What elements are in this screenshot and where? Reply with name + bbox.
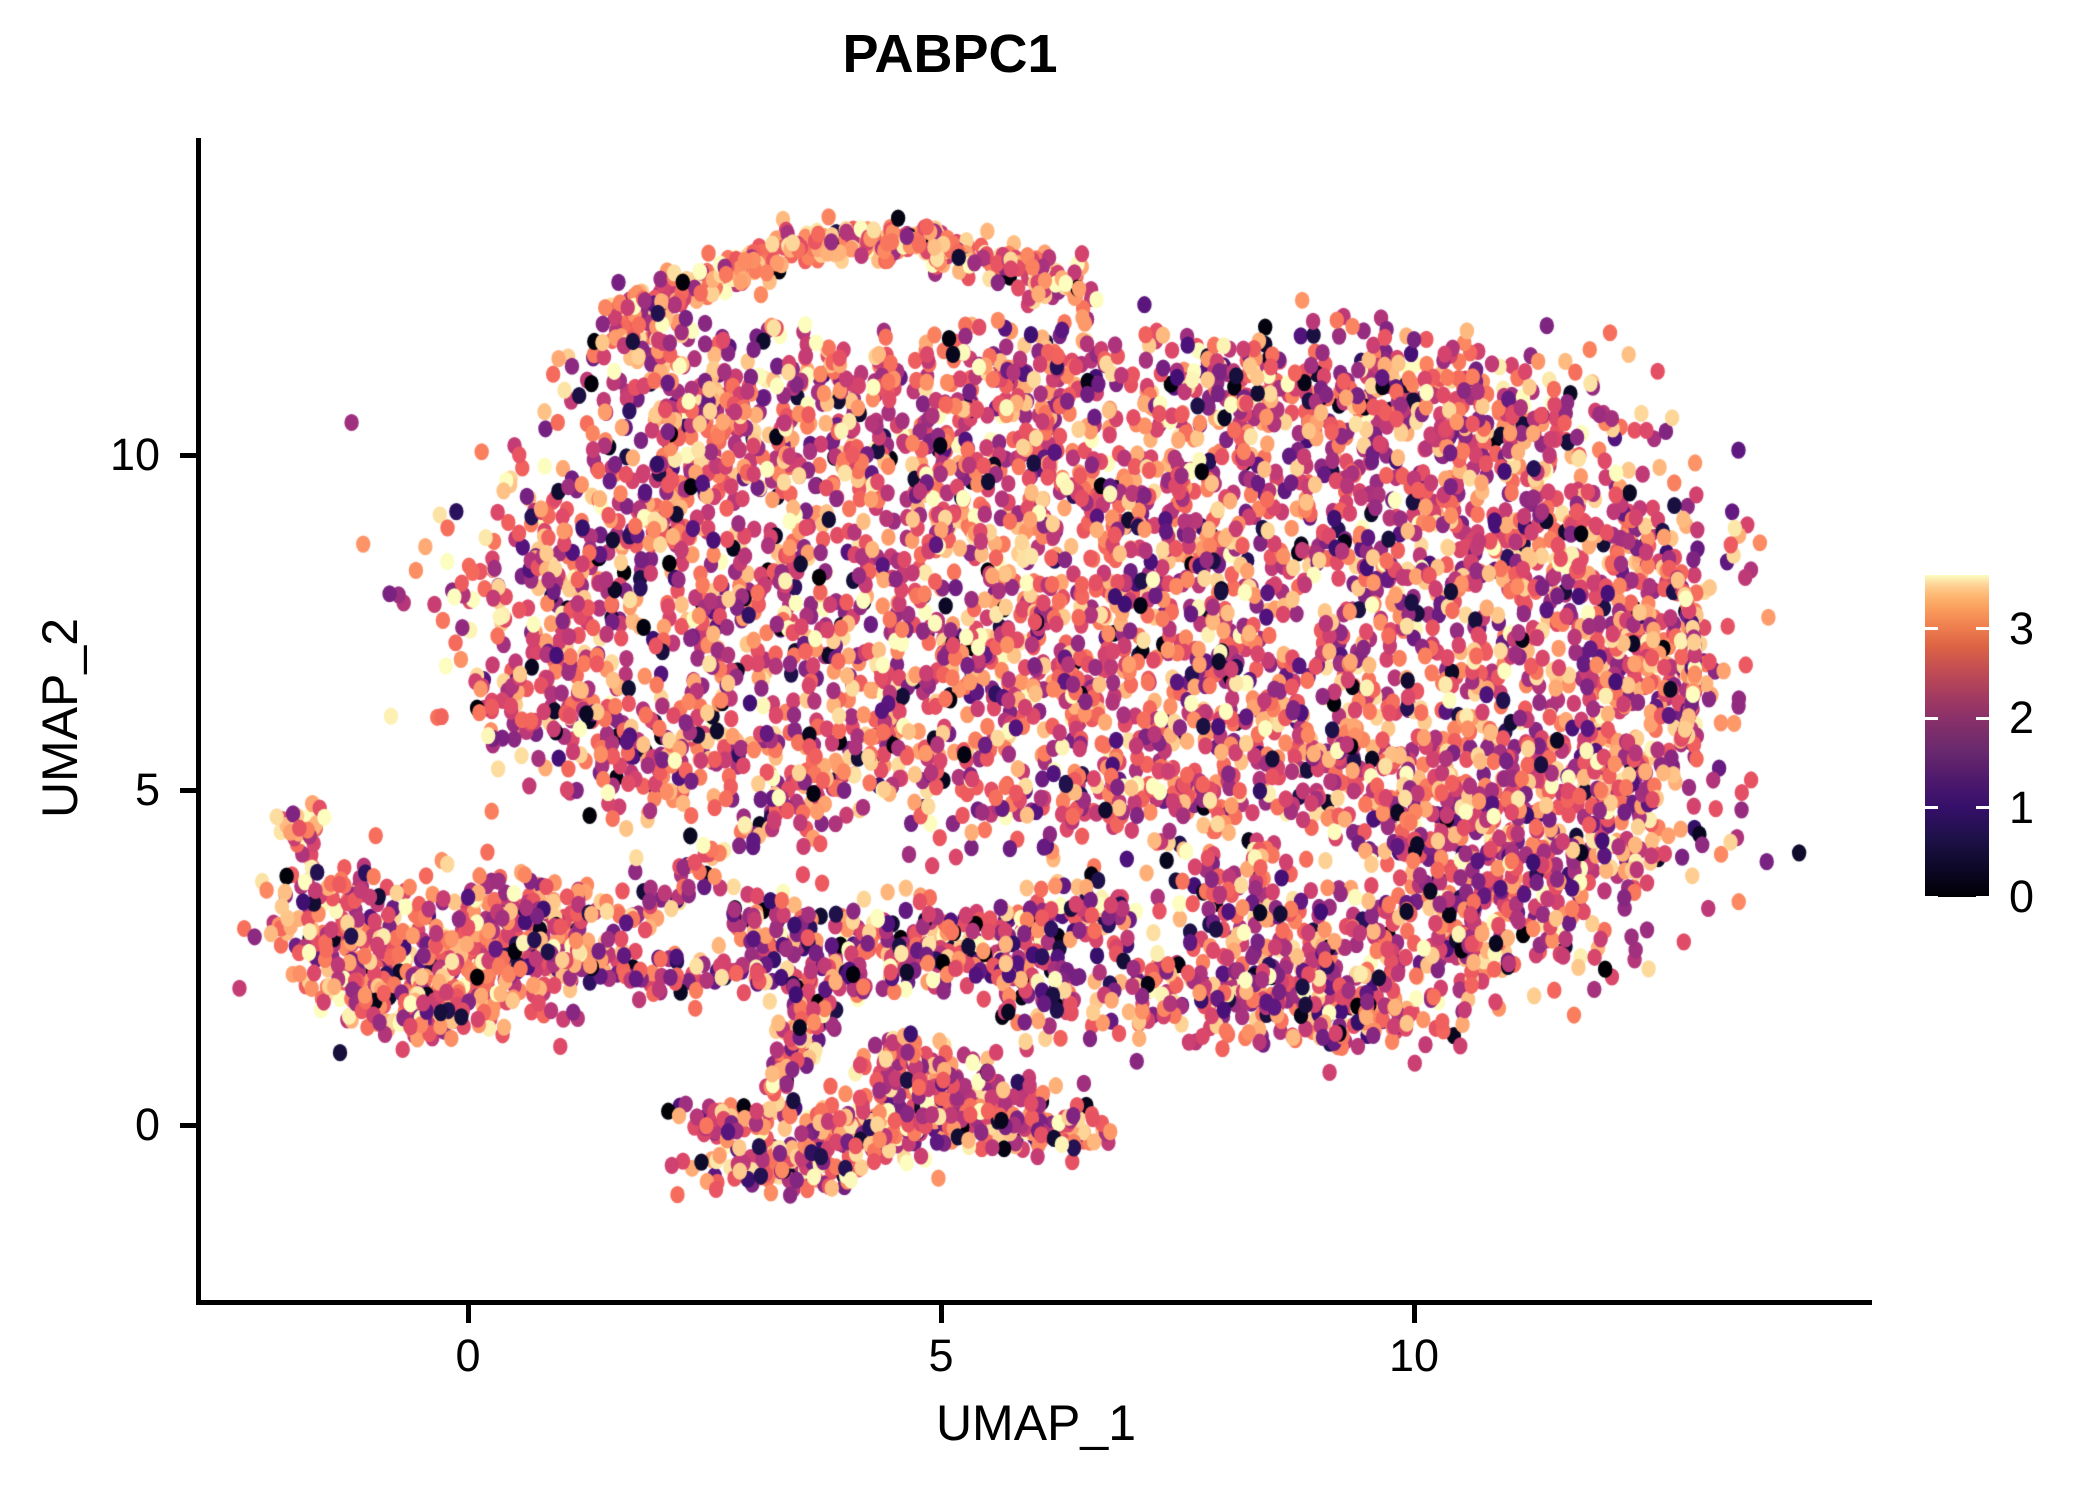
scatter-plot-canvas	[199, 138, 1872, 1302]
colorbar-tick-mark	[1925, 627, 1938, 631]
colorbar-tick-mark	[1925, 806, 1938, 810]
colorbar-tick-mark	[1976, 895, 1989, 899]
y-axis-title: UMAP_2	[32, 617, 88, 819]
y-tick-mark	[180, 453, 197, 458]
colorbar-tick-mark	[1925, 895, 1938, 899]
x-tick-label: 5	[928, 1330, 954, 1381]
x-tick-mark	[466, 1305, 471, 1323]
colorbar-tick-label: 1	[2009, 781, 2035, 833]
colorbar-tick-mark	[1976, 806, 1989, 810]
y-tick-label: 5	[134, 764, 160, 815]
y-tick-label: 10	[109, 429, 160, 480]
y-tick-label: 0	[134, 1099, 160, 1150]
x-tick-label: 10	[1388, 1330, 1440, 1381]
x-tick-mark	[939, 1305, 944, 1323]
colorbar-gradient	[1925, 575, 1989, 897]
x-tick-label: 0	[455, 1330, 481, 1381]
y-tick-mark	[180, 788, 197, 793]
colorbar-tick-label: 3	[2009, 602, 2035, 654]
page-title: PABPC1	[842, 24, 1058, 84]
colorbar-tick-mark	[1925, 716, 1938, 720]
y-axis-line	[196, 138, 201, 1305]
colorbar-tick-label: 0	[2009, 871, 2035, 922]
y-tick-mark	[180, 1123, 197, 1128]
x-axis-title: UMAP_1	[935, 1395, 1137, 1451]
x-axis-line	[196, 1300, 1872, 1305]
color-legend: 0 1 2 3	[1925, 575, 2095, 919]
colorbar-tick-label: 2	[2009, 692, 2035, 744]
colorbar-tick-mark	[1976, 716, 1989, 720]
colorbar-tick-mark	[1976, 627, 1989, 631]
x-tick-mark	[1412, 1305, 1417, 1323]
